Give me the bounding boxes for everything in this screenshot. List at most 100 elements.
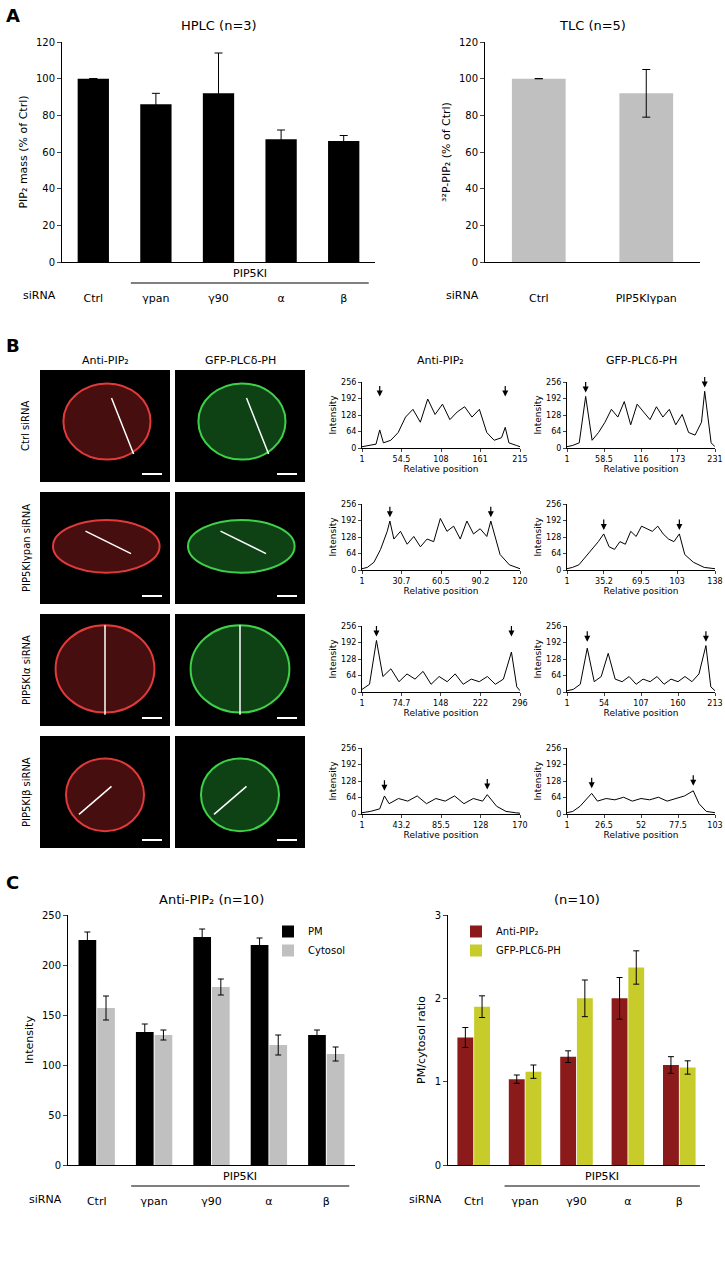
svg-text:Intensity: Intensity bbox=[328, 517, 338, 557]
svg-text:54: 54 bbox=[599, 699, 609, 708]
svg-text:170: 170 bbox=[512, 821, 527, 830]
svg-text:107: 107 bbox=[633, 699, 648, 708]
svg-text:128: 128 bbox=[341, 655, 356, 664]
svg-text:Relative position: Relative position bbox=[604, 830, 679, 840]
svg-text:γ90: γ90 bbox=[208, 292, 229, 305]
svg-text:Intensity: Intensity bbox=[533, 761, 543, 801]
svg-text:69.5: 69.5 bbox=[632, 577, 650, 586]
svg-text:54.5: 54.5 bbox=[393, 455, 411, 464]
svg-text:β: β bbox=[323, 1195, 330, 1208]
svg-text:Relative position: Relative position bbox=[404, 464, 479, 474]
svg-text:1: 1 bbox=[359, 455, 364, 464]
svg-text:64: 64 bbox=[551, 427, 561, 436]
svg-text:Relative position: Relative position bbox=[404, 708, 479, 718]
svg-text:0: 0 bbox=[351, 444, 356, 453]
svg-text:64: 64 bbox=[346, 427, 356, 436]
svg-text:Anti-PIP₂ (n=10): Anti-PIP₂ (n=10) bbox=[159, 892, 264, 907]
svg-text:Relative position: Relative position bbox=[604, 708, 679, 718]
svg-text:β: β bbox=[340, 292, 347, 305]
svg-text:Relative position: Relative position bbox=[604, 586, 679, 596]
svg-text:α: α bbox=[265, 1195, 272, 1208]
svg-text:148: 148 bbox=[433, 699, 448, 708]
svg-text:43.2: 43.2 bbox=[393, 821, 411, 830]
svg-text:64: 64 bbox=[551, 793, 561, 802]
svg-text:60: 60 bbox=[465, 147, 478, 158]
svg-text:192: 192 bbox=[341, 638, 356, 647]
svg-text:Intensity: Intensity bbox=[533, 639, 543, 679]
svg-text:siRNA: siRNA bbox=[409, 1193, 442, 1206]
svg-text:256: 256 bbox=[546, 500, 561, 509]
svg-text:PM: PM bbox=[308, 926, 323, 937]
svg-text:GFP-PLCδ-PH: GFP-PLCδ-PH bbox=[205, 354, 276, 367]
svg-text:40: 40 bbox=[42, 183, 55, 194]
svg-text:256: 256 bbox=[546, 622, 561, 631]
svg-text:222: 222 bbox=[473, 699, 488, 708]
svg-text:1: 1 bbox=[359, 699, 364, 708]
svg-text:90.2: 90.2 bbox=[472, 577, 490, 586]
svg-text:64: 64 bbox=[551, 671, 561, 680]
svg-text:γpan: γpan bbox=[140, 1195, 167, 1208]
svg-text:Intensity: Intensity bbox=[23, 1016, 36, 1064]
svg-text:α: α bbox=[624, 1195, 631, 1208]
svg-text:0: 0 bbox=[351, 810, 356, 819]
svg-text:γpan: γpan bbox=[511, 1195, 538, 1208]
svg-text:231: 231 bbox=[707, 455, 722, 464]
svg-text:103: 103 bbox=[707, 821, 722, 830]
svg-text:192: 192 bbox=[546, 394, 561, 403]
svg-text:64: 64 bbox=[346, 793, 356, 802]
svg-text:0: 0 bbox=[556, 688, 561, 697]
svg-text:1: 1 bbox=[564, 699, 569, 708]
svg-text:50: 50 bbox=[48, 1110, 61, 1121]
svg-text:Relative position: Relative position bbox=[404, 586, 479, 596]
svg-text:0: 0 bbox=[556, 810, 561, 819]
svg-text:3: 3 bbox=[435, 910, 441, 921]
svg-text:120: 120 bbox=[459, 37, 478, 48]
svg-text:0: 0 bbox=[351, 566, 356, 575]
svg-text:160: 160 bbox=[670, 699, 685, 708]
svg-text:Ctrl: Ctrl bbox=[87, 1195, 107, 1208]
svg-text:β: β bbox=[676, 1195, 683, 1208]
svg-text:PIP5KI: PIP5KI bbox=[585, 1170, 619, 1183]
svg-text:0: 0 bbox=[55, 1160, 61, 1171]
svg-text:120: 120 bbox=[36, 37, 55, 48]
svg-text:296: 296 bbox=[512, 699, 527, 708]
svg-text:Anti-PIP₂: Anti-PIP₂ bbox=[417, 354, 464, 367]
svg-text:PIP5KIγpan siRNA: PIP5KIγpan siRNA bbox=[21, 504, 32, 592]
svg-text:100: 100 bbox=[42, 1060, 61, 1071]
svg-text:200: 200 bbox=[42, 960, 61, 971]
svg-text:Ctrl: Ctrl bbox=[529, 292, 549, 305]
svg-text:74.7: 74.7 bbox=[393, 699, 411, 708]
svg-text:60.5: 60.5 bbox=[432, 577, 450, 586]
svg-text:Intensity: Intensity bbox=[328, 639, 338, 679]
svg-text:1: 1 bbox=[564, 577, 569, 586]
svg-text:256: 256 bbox=[341, 744, 356, 753]
svg-text:Ctrl: Ctrl bbox=[84, 292, 104, 305]
svg-text:siRNA: siRNA bbox=[23, 289, 56, 302]
svg-text:256: 256 bbox=[341, 622, 356, 631]
svg-text:128: 128 bbox=[341, 777, 356, 786]
svg-text:³²P-PIP₂ (% of Ctrl): ³²P-PIP₂ (% of Ctrl) bbox=[440, 102, 453, 202]
svg-text:A: A bbox=[6, 5, 20, 26]
svg-text:1: 1 bbox=[435, 1076, 441, 1087]
svg-text:Anti-PIP₂: Anti-PIP₂ bbox=[82, 354, 129, 367]
svg-text:64: 64 bbox=[346, 671, 356, 680]
svg-text:150: 150 bbox=[42, 1010, 61, 1021]
svg-text:PIP5KI: PIP5KI bbox=[223, 1170, 257, 1183]
svg-text:161: 161 bbox=[472, 455, 487, 464]
svg-text:100: 100 bbox=[36, 73, 55, 84]
svg-text:PM/cytosol ratio: PM/cytosol ratio bbox=[415, 996, 428, 1084]
svg-text:γ90: γ90 bbox=[566, 1195, 587, 1208]
svg-text:256: 256 bbox=[341, 500, 356, 509]
svg-text:80: 80 bbox=[465, 110, 478, 121]
svg-text:(n=10): (n=10) bbox=[554, 892, 600, 907]
svg-text:138: 138 bbox=[707, 577, 722, 586]
svg-text:Intensity: Intensity bbox=[328, 761, 338, 801]
svg-text:1: 1 bbox=[564, 821, 569, 830]
svg-text:30.7: 30.7 bbox=[393, 577, 411, 586]
svg-text:213: 213 bbox=[707, 699, 722, 708]
svg-text:256: 256 bbox=[546, 378, 561, 387]
svg-text:40: 40 bbox=[465, 183, 478, 194]
svg-text:0: 0 bbox=[351, 688, 356, 697]
svg-text:20: 20 bbox=[42, 220, 55, 231]
svg-text:0: 0 bbox=[556, 444, 561, 453]
